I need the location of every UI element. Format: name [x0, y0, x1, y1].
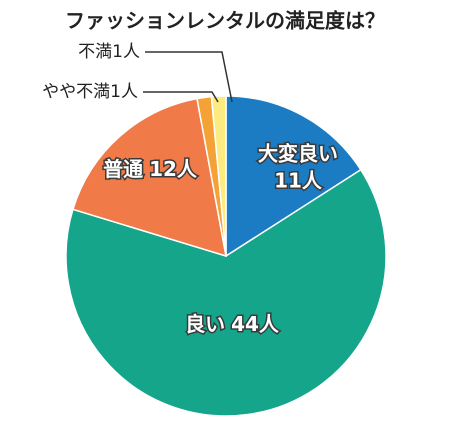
slice-label-group: 普通 12人: [103, 157, 198, 181]
pie-slice: [65, 168, 387, 417]
slice-value-label: 44人: [231, 312, 280, 336]
slice-value-label: 1人: [110, 82, 138, 102]
leader-line: [143, 91, 219, 103]
slice-value-label: 11人: [274, 169, 323, 193]
pie-slice: [72, 97, 227, 258]
pie-slice: [210, 95, 227, 257]
slice-label: やや不満: [42, 82, 110, 102]
chart-title: ファッションレンタルの満足度は？: [65, 9, 385, 33]
slice-value-label: 12人: [149, 157, 198, 181]
slice-label-group: 良い 44人: [185, 312, 280, 336]
slice-label: 不満: [78, 42, 112, 62]
leader-line: [145, 51, 233, 103]
slice-label: 良い: [185, 312, 225, 336]
slice-label: 大変良い: [258, 142, 338, 166]
slice-label-group: 不満1人: [78, 42, 140, 62]
slice-label-group: やや不満1人: [42, 82, 138, 102]
slice-value-label: 1人: [112, 42, 140, 62]
pie-slice: [225, 95, 362, 258]
slice-label: 普通: [103, 157, 143, 181]
